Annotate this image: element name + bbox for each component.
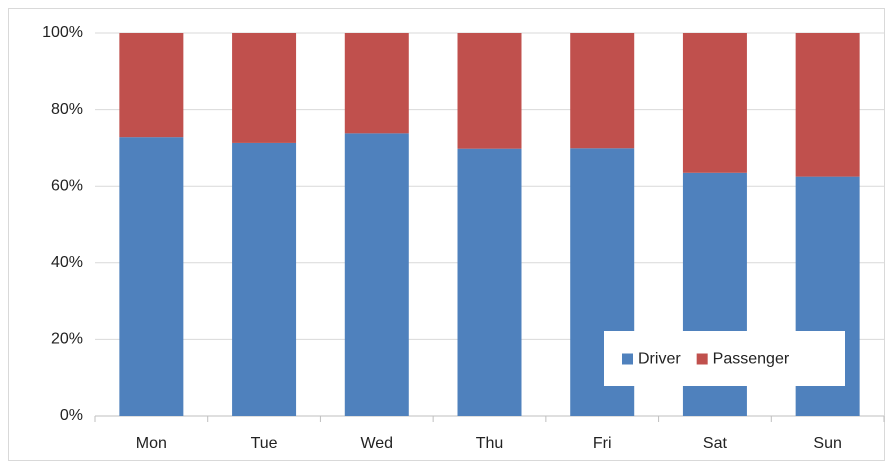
y-tick-label: 0% [60, 407, 83, 424]
legend-swatch [696, 353, 708, 365]
bar-segment [344, 33, 409, 134]
bar-segment [344, 133, 409, 416]
bar-segment [119, 33, 184, 138]
legend-swatch [622, 353, 633, 365]
bar-segment [457, 148, 522, 416]
bar-segment [232, 142, 297, 416]
bar-segment [457, 33, 522, 149]
bar-segment [119, 137, 184, 416]
legend: Driver Passenger [604, 331, 845, 386]
x-tick-label: Fri [593, 435, 612, 452]
bar-segment [570, 33, 635, 149]
x-tick-label: Sat [703, 435, 728, 452]
bar-segment [795, 33, 860, 177]
bar-segment [682, 33, 747, 173]
legend-box [604, 331, 845, 386]
x-tick-label: Mon [136, 435, 167, 452]
x-tick-label: Thu [476, 435, 504, 452]
legend-label: Passenger [713, 351, 790, 368]
y-tick-label: 40% [51, 254, 83, 271]
y-tick-label: 20% [51, 331, 83, 348]
y-tick-label: 60% [51, 177, 83, 194]
y-tick-label: 100% [42, 24, 83, 41]
x-tick-label: Sun [813, 435, 841, 452]
x-tick-label: Wed [360, 435, 393, 452]
bar-segment [232, 33, 297, 143]
y-tick-label: 80% [51, 101, 83, 118]
legend-label: Driver [638, 351, 681, 368]
x-tick-label: Tue [251, 435, 278, 452]
